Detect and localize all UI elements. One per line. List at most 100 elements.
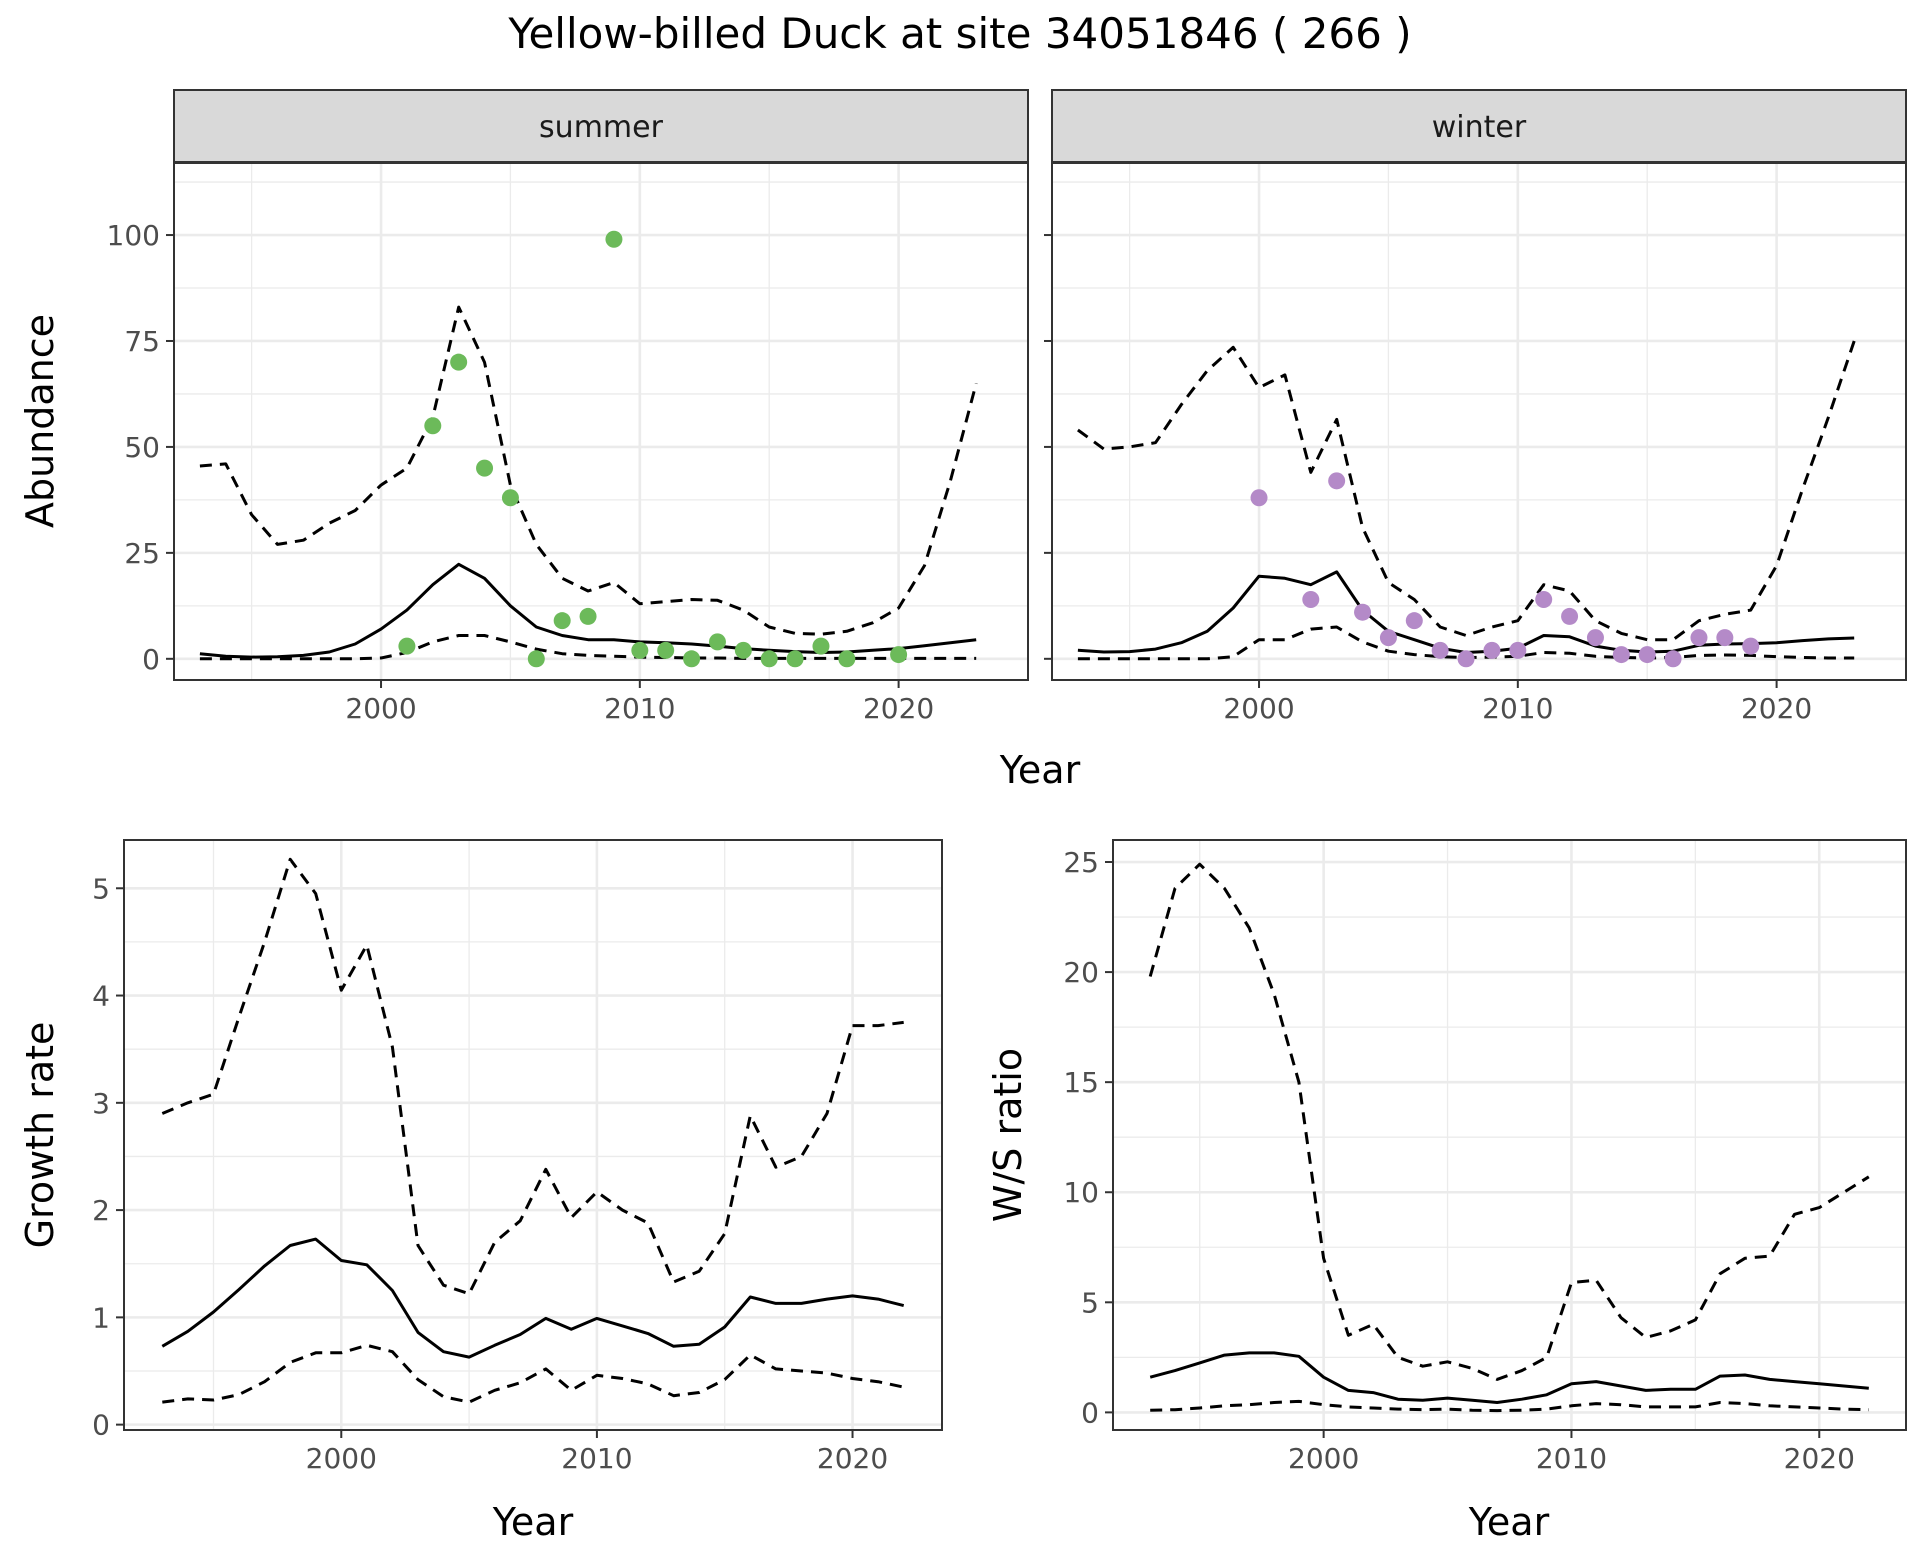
grid-growth xyxy=(124,840,942,1430)
data-point xyxy=(1638,646,1656,664)
data-point xyxy=(605,230,623,248)
lower-line-ratio xyxy=(1150,1399,1869,1413)
strip-winter xyxy=(1051,89,1907,163)
data-point xyxy=(424,417,442,435)
strip-label-winter: winter xyxy=(1432,110,1527,145)
data-point xyxy=(476,459,494,477)
data-point xyxy=(812,637,830,655)
observed-points-winter xyxy=(1250,472,1760,668)
grid-winter xyxy=(1052,163,1907,680)
y-tick-label: 0 xyxy=(1081,1396,1099,1429)
x-tick-label: 2020 xyxy=(817,1442,888,1475)
y-tick-label: 0 xyxy=(92,1409,110,1442)
x-tick-label: 2010 xyxy=(561,1442,632,1475)
data-point xyxy=(501,489,519,507)
x-axis-title-growth: Year xyxy=(492,1500,574,1544)
strip-summer xyxy=(173,89,1029,163)
data-point xyxy=(553,612,571,630)
series-group-ratio xyxy=(1148,862,1870,1413)
data-point xyxy=(1586,629,1604,647)
data-point xyxy=(527,650,545,668)
y-tick-label: 5 xyxy=(92,872,110,905)
data-point xyxy=(1716,629,1734,647)
data-point xyxy=(1405,612,1423,630)
data-point xyxy=(708,633,726,651)
x-tick-label: 2010 xyxy=(1482,692,1553,725)
data-point xyxy=(1664,650,1682,668)
y-axis-summer: 0 25 50 75 100 xyxy=(107,219,174,676)
series-group-growth xyxy=(161,857,905,1404)
data-point xyxy=(760,650,778,668)
strip-label-summer: summer xyxy=(539,110,664,145)
y-tick-label: 75 xyxy=(124,325,160,358)
y-tick-label: 1 xyxy=(92,1301,110,1334)
y-tick-label: 5 xyxy=(1081,1286,1099,1319)
y-axis-growth: 0 1 2 3 4 5 xyxy=(92,872,124,1442)
y-axis-title-growth: Growth rate xyxy=(18,1022,62,1249)
data-point xyxy=(1431,641,1449,659)
panel-summer: summer 2000 2010 2020 0 25 50 75 100 Abundance xyxy=(18,89,1029,725)
panel-border-ratio xyxy=(1112,839,1907,1431)
panel-growth: 2000 2010 2020 0 1 2 3 4 5 Growth rate Year xyxy=(18,839,943,1544)
data-point xyxy=(683,650,701,668)
y-tick-label: 4 xyxy=(92,980,110,1013)
data-point xyxy=(1509,641,1527,659)
x-axis-summer: 2000 2010 2020 xyxy=(345,680,934,725)
x-tick-label: 2020 xyxy=(1784,1442,1855,1475)
x-axis-title-ratio: Year xyxy=(1468,1500,1550,1544)
panel-border-growth xyxy=(123,839,943,1431)
figure-title: Yellow-billed Duck at site 34051846 ( 26… xyxy=(507,9,1411,58)
panel-ratio: 2000 2010 2020 0 5 10 15 20 25 W/S ratio Year xyxy=(986,839,1907,1544)
data-point xyxy=(657,641,675,659)
x-axis-winter: 2000 2010 2020 xyxy=(1223,680,1812,725)
upper-line-ratio xyxy=(1148,862,1870,1381)
y-tick-label: 25 xyxy=(1063,846,1099,879)
grid-summer xyxy=(174,163,1029,680)
x-tick-label: 2010 xyxy=(1536,1442,1607,1475)
y-tick-label: 10 xyxy=(1063,1176,1099,1209)
y-axis-title-summer: Abundance xyxy=(18,314,62,528)
y-axis-ratio: 0 5 10 15 20 25 xyxy=(1063,846,1113,1429)
data-point xyxy=(1302,590,1320,608)
data-point xyxy=(1354,603,1372,621)
data-point xyxy=(1690,629,1708,647)
data-point xyxy=(579,607,597,625)
fit-line-growth xyxy=(161,1237,905,1359)
x-tick-label: 2020 xyxy=(863,692,934,725)
panel-winter: winter 2000 2010 2020 xyxy=(1044,89,1907,725)
y-tick-label: 0 xyxy=(142,643,160,676)
y-tick-label: 15 xyxy=(1063,1066,1099,1099)
lower-line-summer xyxy=(199,634,977,661)
data-point xyxy=(1561,607,1579,625)
data-point xyxy=(1250,489,1268,507)
grid-ratio xyxy=(1113,840,1906,1430)
y-tick-label: 25 xyxy=(124,537,160,570)
data-point xyxy=(631,641,649,659)
series-group-winter xyxy=(1077,340,1856,668)
x-tick-label: 2020 xyxy=(1741,692,1812,725)
y-axis-title-ratio: W/S ratio xyxy=(986,1048,1030,1222)
fit-line-ratio xyxy=(1149,1351,1869,1404)
data-point xyxy=(1535,590,1553,608)
data-point xyxy=(450,353,468,371)
upper-line-summer xyxy=(199,305,978,636)
data-point xyxy=(1612,646,1630,664)
y-tick-label: 50 xyxy=(124,431,160,464)
data-point xyxy=(1379,629,1397,647)
data-point xyxy=(1328,472,1346,490)
y-axis-winter xyxy=(1044,234,1052,660)
y-tick-label: 100 xyxy=(107,219,160,252)
upper-line-growth xyxy=(161,857,904,1296)
data-point xyxy=(890,646,908,664)
data-point xyxy=(838,650,856,668)
x-tick-label: 2000 xyxy=(1288,1442,1359,1475)
x-tick-label: 2000 xyxy=(1223,692,1294,725)
data-point xyxy=(1742,637,1760,655)
lower-line-growth xyxy=(162,1343,905,1404)
x-tick-label: 2000 xyxy=(345,692,416,725)
x-tick-label: 2000 xyxy=(306,1442,377,1475)
y-tick-label: 20 xyxy=(1063,956,1099,989)
x-tick-label: 2010 xyxy=(604,692,675,725)
